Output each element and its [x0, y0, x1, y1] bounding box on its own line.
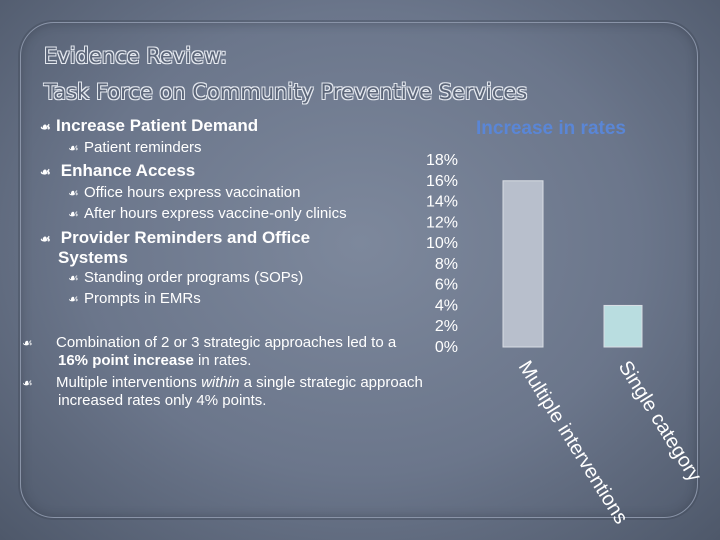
bullet-provider-reminders: ☙ Provider Reminders and Office [40, 228, 311, 247]
y-tick-label: 8% [435, 256, 458, 273]
slide-frame [20, 22, 698, 518]
emphasis-within: within [201, 374, 240, 391]
sub-bullet-after-hours: ☙ After hours express vaccine-only clinic… [68, 205, 347, 222]
bar-multiple-interventions [502, 180, 544, 348]
bullet-multiple-interventions: ☙ Multiple interventions within a single … [22, 374, 423, 409]
y-tick-label: 18% [426, 152, 458, 169]
y-tick-label: 16% [426, 173, 458, 190]
bullet-combination: ☙ Combination of 2 or 3 strategic approac… [22, 334, 397, 369]
bullet-icon: ☙ [22, 336, 33, 350]
bullet-icon: ☙ [22, 376, 33, 390]
bullet-icon: ☙ [68, 292, 79, 306]
bullet-icon: ☙ [40, 165, 51, 179]
y-tick-label: 4% [435, 297, 458, 314]
bullet-icon: ☙ [68, 207, 79, 221]
bullet-icon: ☙ [40, 120, 51, 134]
bullet-enhance-access: ☙ Enhance Access [40, 161, 196, 180]
sub-bullet-office-hours: ☙ Office hours express vaccination [68, 184, 301, 201]
title-line-1: Evidence Review: [44, 44, 228, 68]
slide-title: Evidence Review: Task Force on Community… [44, 38, 644, 110]
title-line-2: Task Force on Community Preventive Servi… [44, 80, 528, 104]
bullet-provider-reminders-cont: Systems [58, 248, 128, 267]
sub-bullet-sops: ☙ Standing order programs (SOPs) [68, 269, 304, 286]
y-tick-label: 0% [435, 339, 458, 356]
bullet-icon: ☙ [68, 141, 79, 155]
chart-title: Increase in rates [476, 118, 626, 139]
y-tick-label: 2% [435, 318, 458, 335]
bullet-icon: ☙ [68, 186, 79, 200]
highlight-16-percent: 16% point increase [58, 352, 194, 369]
sub-bullet-patient-reminders: ☙ Patient reminders [68, 139, 202, 156]
bar-single-category [603, 304, 643, 348]
bullet-increase-demand: ☙ Increase Patient Demand [40, 116, 259, 135]
y-tick-label: 14% [426, 194, 458, 211]
x-category-label: Multiple interventions [514, 357, 632, 528]
y-tick-label: 6% [435, 277, 458, 294]
bullet-icon: ☙ [68, 271, 79, 285]
bullet-icon: ☙ [40, 232, 51, 246]
sub-bullet-emr-prompts: ☙ Prompts in EMRs [68, 290, 201, 307]
x-category-label: Single category [614, 357, 706, 486]
y-tick-label: 10% [426, 235, 458, 252]
y-tick-label: 12% [426, 214, 458, 231]
